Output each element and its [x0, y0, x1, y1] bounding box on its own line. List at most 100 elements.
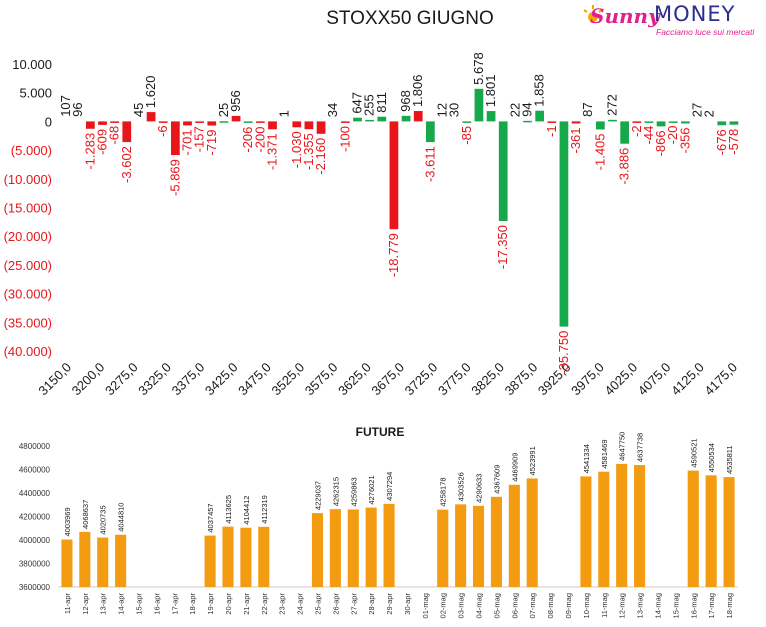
data-label: 956: [228, 90, 243, 112]
data-bar: [608, 119, 617, 122]
future-x-tick-label: 17-apr: [170, 593, 179, 615]
future-x-tick-label: 25-apr: [313, 593, 322, 615]
future-data-label: 4020735: [99, 505, 108, 534]
data-label: -68: [107, 126, 122, 145]
data-label: 255: [362, 94, 377, 116]
data-bar: [377, 116, 387, 122]
future-x-tick-label: 11-apr: [63, 592, 72, 614]
data-label: 1: [277, 110, 292, 117]
options-oi-chart: 10.000 5.000 0 (5.000) (10.000) (15.000) (20.0…: [4, 52, 741, 398]
data-label: -866: [653, 130, 668, 156]
data-label: -609: [95, 129, 110, 155]
y-tick-label: (35.000): [4, 315, 52, 330]
data-bar: [389, 121, 399, 230]
data-label: 272: [605, 94, 620, 116]
y-tick-label: 5.000: [19, 86, 52, 101]
data-label: 968: [398, 90, 413, 112]
future-x-tick-label: 08-mag: [546, 593, 555, 618]
future-x-tick-label: 26-apr: [331, 593, 340, 615]
future-bar: [687, 470, 699, 587]
data-label: 107: [58, 95, 73, 117]
data-bar: [268, 121, 277, 130]
future-data-label: 4290633: [475, 474, 484, 503]
future-bar: [97, 537, 109, 587]
data-bar: [110, 121, 120, 123]
future-data-label: 4647750: [618, 432, 627, 461]
data-label: -3.886: [617, 148, 632, 185]
future-x-tick-label: 15-mag: [671, 593, 680, 618]
chart-title: STOXX50 GIUGNO: [326, 8, 494, 29]
data-bar: [668, 121, 678, 123]
future-data-label: 4044810: [117, 503, 126, 532]
future-bar: [79, 531, 91, 587]
data-label: -3.602: [119, 146, 134, 183]
data-label: -676: [714, 129, 729, 155]
future-x-tick-label: 30-apr: [403, 593, 412, 615]
data-label: 1.801: [483, 75, 498, 108]
data-bar: [340, 121, 350, 123]
data-label: -356: [677, 127, 692, 153]
future-data-label: 4068637: [81, 500, 90, 529]
future-data-label: 4258178: [439, 477, 448, 506]
future-bar: [204, 535, 216, 587]
future-bar: [455, 504, 467, 587]
data-bar: [644, 121, 654, 123]
data-label: 94: [520, 102, 535, 116]
data-bar: [219, 121, 229, 123]
future-data-label: 4637738: [636, 433, 645, 462]
future-x-tick-label: 11-mag: [600, 593, 609, 618]
future-bar: [526, 478, 538, 587]
data-label: -578: [726, 129, 741, 155]
future-x-tick-label: 06-mag: [510, 593, 519, 618]
data-bar: [498, 121, 508, 221]
future-data-label: 4276021: [367, 475, 376, 504]
future-bar: [580, 476, 592, 587]
data-label: -6: [155, 125, 170, 137]
data-label: 1.620: [143, 76, 158, 109]
future-x-tick-label: 16-apr: [152, 593, 161, 615]
y-tick-label: 0: [45, 114, 52, 129]
future-x-tick-label: 27-apr: [349, 593, 358, 615]
future-x-tick-label: 09-mag: [564, 593, 573, 618]
future-title: FUTURE: [356, 425, 405, 439]
data-label: -1.371: [265, 133, 280, 170]
future-bar: [258, 526, 270, 587]
future-y-tick-label: 4800000: [19, 442, 51, 451]
data-label: 27: [690, 103, 705, 117]
future-data-label: 4590521: [689, 438, 698, 467]
future-data-label: 4104412: [242, 496, 251, 525]
data-bar: [316, 121, 326, 134]
future-bar: [383, 503, 395, 587]
data-label: -2: [629, 125, 644, 137]
data-label: -719: [204, 130, 219, 156]
data-label: -2.160: [313, 138, 328, 175]
y-tick-label: (30.000): [4, 287, 52, 302]
data-bar: [183, 121, 192, 126]
y-tick-label: (20.000): [4, 229, 52, 244]
future-x-tick-label: 20-apr: [224, 593, 233, 615]
future-x-tick-label: 24-apr: [296, 593, 305, 615]
future-x-tick-label: 14-mag: [653, 593, 662, 618]
data-bar: [729, 121, 739, 125]
future-bar: [508, 484, 520, 587]
future-x-tick-label: 02-mag: [439, 593, 448, 618]
data-bar: [632, 121, 642, 123]
brand-tagline: Facciamo luce sui mercati: [656, 27, 755, 37]
data-bar: [620, 121, 630, 144]
future-bar: [634, 465, 646, 587]
future-bar: [723, 477, 735, 587]
brand-name-money: MONEY: [654, 2, 736, 26]
data-bar: [656, 121, 666, 127]
data-label: 25: [216, 103, 231, 117]
future-bar: [240, 527, 252, 587]
data-bar: [717, 121, 727, 126]
future-bar: [61, 539, 73, 587]
future-bar: [598, 471, 610, 587]
future-bar: [115, 534, 127, 587]
data-label: 647: [350, 92, 365, 114]
future-y-tick-label: 3600000: [19, 583, 51, 592]
future-bar: [347, 509, 359, 587]
data-label: -35.750: [556, 331, 571, 375]
data-bar: [158, 121, 168, 123]
data-label: -1.405: [592, 133, 607, 170]
